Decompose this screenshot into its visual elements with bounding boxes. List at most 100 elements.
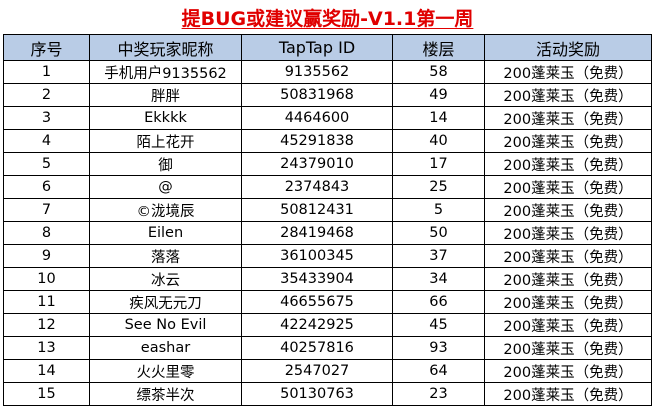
table-row: 12 See No Evil 42242925 45 200蓬莱玉（免费） (3, 313, 652, 337)
table-row: 7 ©泷境辰 50812431 5 200蓬莱玉（免费） (3, 198, 652, 222)
cell-floor: 58 (392, 60, 485, 84)
cell-reward: 200蓬莱玉（免费） (484, 382, 652, 406)
cell-taptap-id: 40257816 (241, 336, 393, 360)
title-bar: 提BUG或建议赢奖励-V1.1第一周 (0, 0, 655, 34)
cell-floor: 50 (392, 221, 485, 245)
table-row: 4 陌上花开 45291838 40 200蓬莱玉（免费） (3, 129, 652, 153)
cell-taptap-id: 2374843 (241, 175, 393, 199)
cell-floor: 23 (392, 382, 485, 406)
cell-rank: 14 (3, 359, 90, 383)
cell-nickname: 胖胖 (89, 83, 242, 107)
cell-nickname: 缥茶半次 (89, 382, 242, 406)
cell-reward: 200蓬莱玉（免费） (484, 221, 652, 245)
cell-taptap-id: 4464600 (241, 106, 393, 130)
cell-floor: 45 (392, 313, 485, 337)
header-rank: 序号 (3, 34, 90, 61)
winners-table: 序号 中奖玩家昵称 TapTap ID 楼层 活动奖励 1 手机用户913556… (3, 34, 652, 406)
cell-rank: 3 (3, 106, 90, 130)
cell-rank: 6 (3, 175, 90, 199)
cell-floor: 14 (392, 106, 485, 130)
table-row: 11 疾风无元刀 46655675 66 200蓬莱玉（免费） (3, 290, 652, 314)
cell-floor: 17 (392, 152, 485, 176)
cell-reward: 200蓬莱玉（免费） (484, 313, 652, 337)
cell-nickname: See No Evil (89, 313, 242, 337)
cell-rank: 10 (3, 267, 90, 291)
table-row: 10 冰云 35433904 34 200蓬莱玉（免费） (3, 267, 652, 291)
cell-taptap-id: 24379010 (241, 152, 393, 176)
table-row: 15 缥茶半次 50130763 23 200蓬莱玉（免费） (3, 382, 652, 406)
cell-floor: 25 (392, 175, 485, 199)
cell-taptap-id: 28419468 (241, 221, 393, 245)
cell-taptap-id: 45291838 (241, 129, 393, 153)
table-row: 5 御 24379010 17 200蓬莱玉（免费） (3, 152, 652, 176)
cell-nickname: 火火里零 (89, 359, 242, 383)
cell-rank: 15 (3, 382, 90, 406)
cell-nickname: eashar (89, 336, 242, 360)
cell-reward: 200蓬莱玉（免费） (484, 60, 652, 84)
cell-floor: 66 (392, 290, 485, 314)
cell-rank: 9 (3, 244, 90, 268)
cell-nickname: Eilen (89, 221, 242, 245)
page-title: 提BUG或建议赢奖励-V1.1第一周 (181, 7, 474, 30)
cell-taptap-id: 35433904 (241, 267, 393, 291)
table-row: 13 eashar 40257816 93 200蓬莱玉（免费） (3, 336, 652, 360)
cell-taptap-id: 50831968 (241, 83, 393, 107)
cell-floor: 34 (392, 267, 485, 291)
cell-taptap-id: 2547027 (241, 359, 393, 383)
cell-rank: 12 (3, 313, 90, 337)
cell-reward: 200蓬莱玉（免费） (484, 175, 652, 199)
header-nickname: 中奖玩家昵称 (89, 34, 242, 61)
cell-floor: 49 (392, 83, 485, 107)
cell-floor: 40 (392, 129, 485, 153)
cell-floor: 37 (392, 244, 485, 268)
cell-rank: 11 (3, 290, 90, 314)
cell-nickname: 疾风无元刀 (89, 290, 242, 314)
cell-reward: 200蓬莱玉（免费） (484, 129, 652, 153)
cell-rank: 2 (3, 83, 90, 107)
table-header: 序号 中奖玩家昵称 TapTap ID 楼层 活动奖励 (3, 34, 652, 61)
cell-rank: 13 (3, 336, 90, 360)
cell-reward: 200蓬莱玉（免费） (484, 267, 652, 291)
table-row: 6 @ 2374843 25 200蓬莱玉（免费） (3, 175, 652, 199)
cell-rank: 4 (3, 129, 90, 153)
header-floor: 楼层 (392, 34, 485, 61)
table-row: 3 Ekkkk 4464600 14 200蓬莱玉（免费） (3, 106, 652, 130)
cell-taptap-id: 50812431 (241, 198, 393, 222)
cell-reward: 200蓬莱玉（免费） (484, 83, 652, 107)
cell-reward: 200蓬莱玉（免费） (484, 152, 652, 176)
header-row: 序号 中奖玩家昵称 TapTap ID 楼层 活动奖励 (3, 34, 652, 61)
cell-reward: 200蓬莱玉（免费） (484, 106, 652, 130)
cell-reward: 200蓬莱玉（免费） (484, 198, 652, 222)
cell-taptap-id: 9135562 (241, 60, 393, 84)
cell-reward: 200蓬莱玉（免费） (484, 244, 652, 268)
cell-nickname: 冰云 (89, 267, 242, 291)
table-body: 1 手机用户9135562 9135562 58 200蓬莱玉（免费） 2 胖胖… (3, 60, 652, 406)
cell-nickname: Ekkkk (89, 106, 242, 130)
cell-rank: 5 (3, 152, 90, 176)
table-row: 1 手机用户9135562 9135562 58 200蓬莱玉（免费） (3, 60, 652, 84)
cell-reward: 200蓬莱玉（免费） (484, 336, 652, 360)
table-row: 14 火火里零 2547027 64 200蓬莱玉（免费） (3, 359, 652, 383)
cell-rank: 1 (3, 60, 90, 84)
cell-nickname: 御 (89, 152, 242, 176)
header-reward: 活动奖励 (484, 34, 652, 61)
cell-reward: 200蓬莱玉（免费） (484, 290, 652, 314)
cell-rank: 7 (3, 198, 90, 222)
cell-rank: 8 (3, 221, 90, 245)
table-row: 8 Eilen 28419468 50 200蓬莱玉（免费） (3, 221, 652, 245)
cell-nickname: 落落 (89, 244, 242, 268)
cell-nickname: @ (89, 175, 242, 199)
cell-nickname: ©泷境辰 (89, 198, 242, 222)
cell-taptap-id: 46655675 (241, 290, 393, 314)
cell-nickname: 陌上花开 (89, 129, 242, 153)
cell-floor: 5 (392, 198, 485, 222)
table-row: 9 落落 36100345 37 200蓬莱玉（免费） (3, 244, 652, 268)
cell-reward: 200蓬莱玉（免费） (484, 359, 652, 383)
cell-floor: 93 (392, 336, 485, 360)
table-row: 2 胖胖 50831968 49 200蓬莱玉（免费） (3, 83, 652, 107)
header-taptap-id: TapTap ID (241, 34, 393, 61)
cell-taptap-id: 36100345 (241, 244, 393, 268)
cell-floor: 64 (392, 359, 485, 383)
cell-nickname: 手机用户9135562 (89, 60, 242, 84)
